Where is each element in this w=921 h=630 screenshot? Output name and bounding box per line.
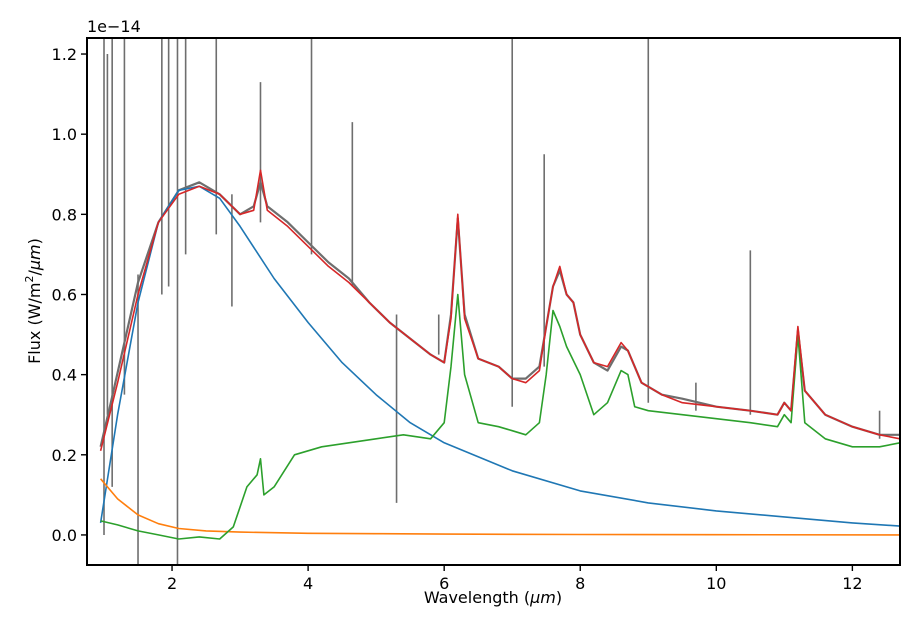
series-hot-dust: [99, 478, 900, 536]
series-layer: [99, 38, 900, 565]
x-axis-label-prefix: Wavelength (: [424, 588, 530, 607]
x-axis-label: Wavelength (μm): [424, 588, 562, 607]
x-tick-label: 2: [167, 574, 177, 593]
y-axis-label-mid: /: [25, 270, 44, 276]
plot-frame: [86, 37, 901, 566]
series-total-model: [99, 169, 900, 451]
x-tick-label: 8: [575, 574, 585, 593]
y-tick-label: 1.0: [52, 125, 77, 144]
x-tick-label: 6: [439, 574, 449, 593]
x-tick-label: 10: [706, 574, 726, 593]
y-tick-label: 0.8: [52, 205, 77, 224]
ticks-layer: 2 4 6 8 10 12 0.0 0.2 0.4 0.6 0.8 1.0 1.2: [52, 45, 863, 593]
series-emission-features: [100, 293, 900, 540]
y-axis-label-prefix: Flux (W/m: [25, 283, 44, 364]
x-tick-label: 12: [842, 574, 862, 593]
x-axis-label-suffix: ): [556, 588, 562, 607]
y-tick-label: 0.0: [52, 526, 77, 545]
series-observed-spectrum: [99, 38, 900, 565]
y-offset-label: 1e−14: [87, 17, 141, 36]
x-tick-label: 4: [303, 574, 313, 593]
y-axis-label-suffix: ): [25, 238, 44, 244]
series-line: [99, 478, 900, 536]
y-axis-label-sup: 2: [23, 276, 36, 283]
series-line: [99, 169, 900, 451]
series-line: [100, 293, 900, 540]
y-tick-label: 0.4: [52, 366, 77, 385]
x-axis-label-unit: μm: [529, 588, 556, 607]
y-tick-label: 0.2: [52, 446, 77, 465]
y-tick-label: 1.2: [52, 45, 77, 64]
y-axis-label: Flux (W/m2/μm): [23, 238, 44, 364]
y-axis-label-unit: μm: [25, 244, 44, 271]
y-tick-label: 0.6: [52, 285, 77, 304]
